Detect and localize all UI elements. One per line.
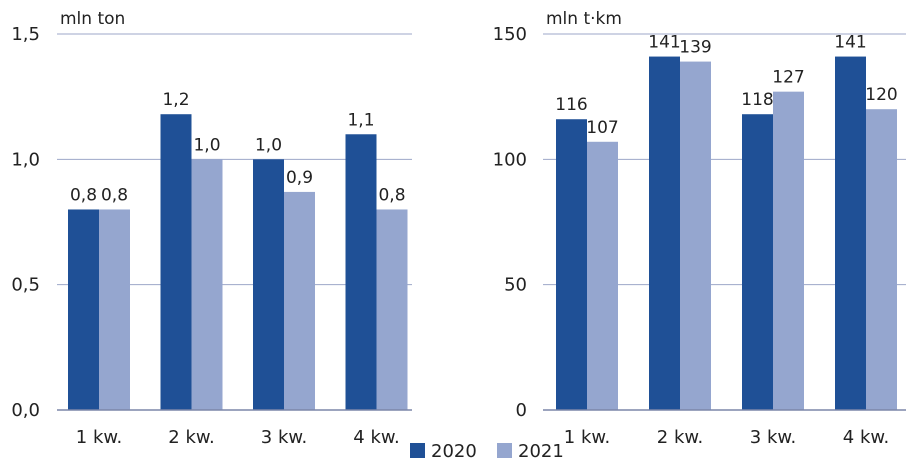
right-bar-2021 [773,91,804,411]
right-data-label-2020: 116 [555,95,587,115]
left-y-tick-label: 0,5 [11,275,40,296]
left-bar-2020 [160,114,192,411]
left-bar-2021 [99,209,130,410]
right-data-label-2021: 127 [772,68,804,88]
left-data-label-2020: 1,2 [162,90,189,110]
right-category-label: 1 kw. [564,427,610,448]
legend-label-2020: 2020 [431,441,477,461]
left-data-label-2021: 1,0 [193,135,220,155]
right-y-tick-label: 150 [493,24,527,45]
right-unit-label: mln t·km [546,9,622,29]
left-bar-2021 [191,159,223,410]
right-category-label: 4 kw. [843,427,889,448]
right-data-label-2020: 141 [648,33,680,53]
right-category-label: 2 kw. [657,427,703,448]
right-bar-2020 [649,56,680,411]
right-data-label-2021: 107 [586,118,618,138]
right-bar-2020 [556,119,587,410]
left-bar-2020 [253,159,284,410]
legend-label-2021: 2021 [518,441,564,461]
left-unit-label: mln ton [60,9,125,29]
left-bar-2021 [284,191,315,410]
left-bar-2020 [345,134,377,410]
right-data-label-2021: 120 [865,85,897,105]
left-category-label: 3 kw. [261,427,307,448]
right-data-label-2020: 118 [741,90,773,110]
left-y-tick-label: 1,5 [11,24,40,45]
right-data-label-2021: 139 [679,38,711,58]
left-bar-2021 [376,209,408,410]
left-data-label-2020: 1,0 [255,135,282,155]
left-data-label-2020: 1,1 [347,110,374,130]
right-data-label-2020: 141 [834,33,866,53]
right-y-tick-label: 50 [504,275,527,296]
left-bar-2020 [68,209,99,410]
left-category-label: 4 kw. [353,427,399,448]
right-bar-2020 [835,56,866,411]
left-y-tick-label: 0,0 [11,400,40,421]
right-category-label: 3 kw. [750,427,796,448]
right-bar-2020 [742,114,773,411]
left-y-tick-label: 1,0 [11,149,40,170]
right-y-tick-label: 100 [493,149,527,170]
right-bar-2021 [587,141,618,410]
legend-swatch-2021 [497,443,512,458]
legend: 2020 2021 [410,441,564,462]
right-bar-2021 [680,61,711,410]
left-category-label: 2 kw. [168,427,214,448]
left-data-label-2020: 0,8 [70,185,97,205]
left-data-label-2021: 0,8 [101,185,128,205]
right-bar-2021 [866,109,897,410]
left-data-label-2021: 0,8 [378,185,405,205]
left-category-label: 1 kw. [76,427,122,448]
legend-swatch-2020 [410,443,425,458]
right-y-tick-label: 0 [516,400,527,421]
left-data-label-2021: 0,9 [286,168,313,188]
